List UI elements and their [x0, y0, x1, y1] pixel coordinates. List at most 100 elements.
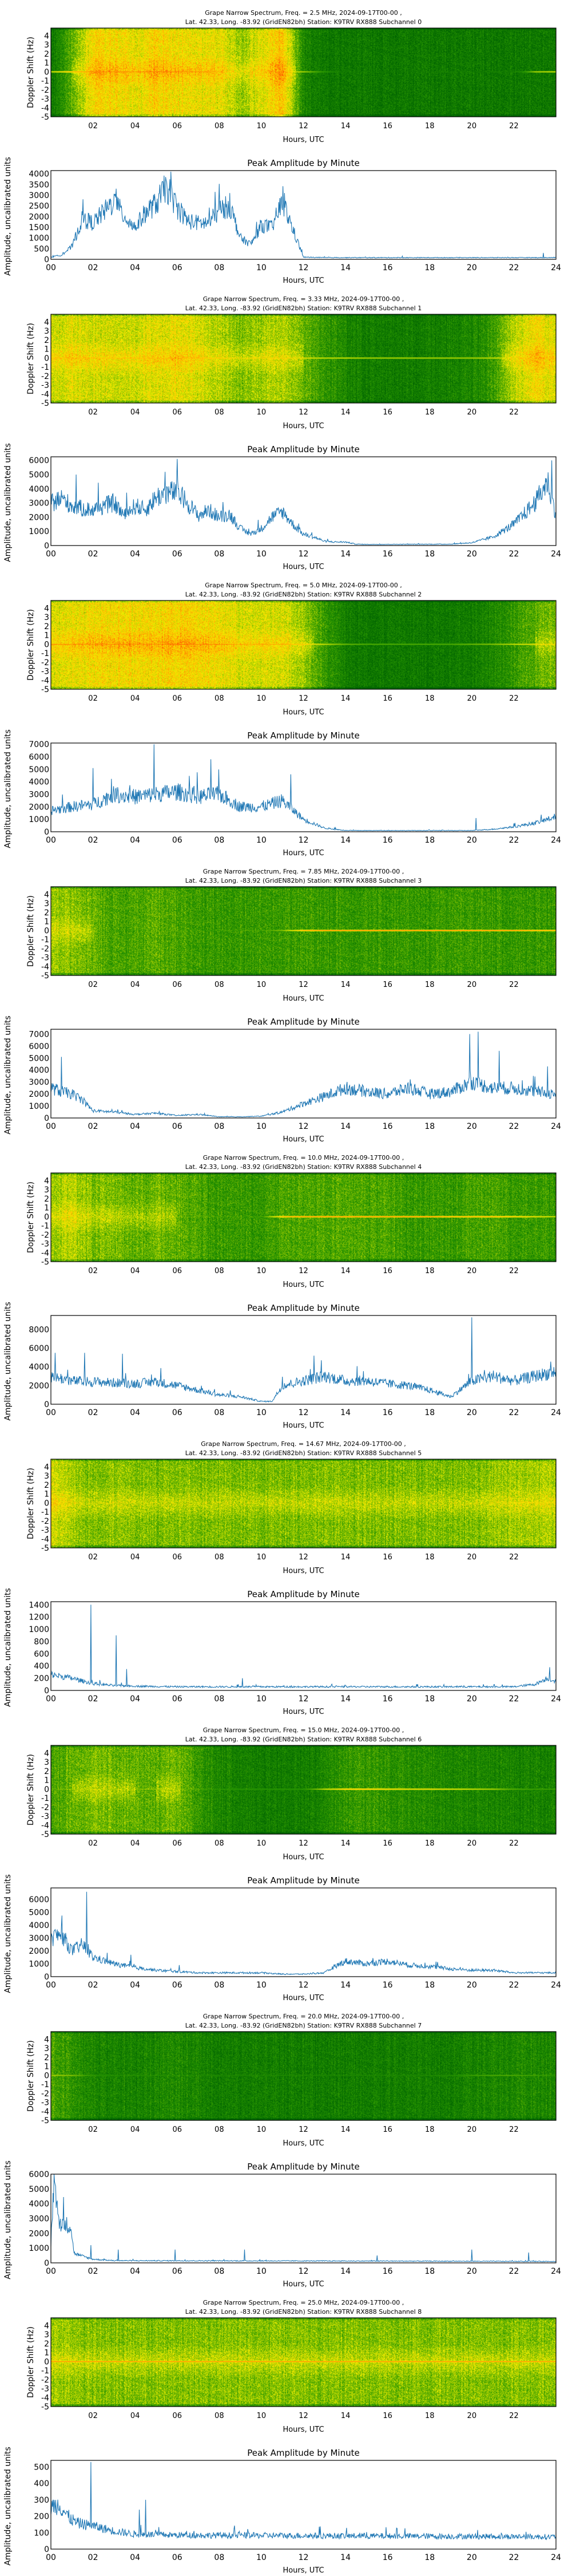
amplitude-xtick-label: 00: [46, 836, 56, 845]
spectrogram-ytick-label: -1: [41, 935, 49, 945]
spectrogram-xtick-label: 08: [214, 408, 224, 417]
amplitude-xtick-label: 02: [88, 1981, 98, 1990]
spectrogram-xtick-label: 12: [299, 2412, 308, 2420]
spectrogram-xtick-label: 20: [467, 694, 477, 703]
amplitude-xlabel: Hours, UTC: [283, 849, 324, 858]
channel-svg: Grape Narrow Spectrum, Freq. = 5.0 MHz, …: [3, 582, 561, 858]
spectrogram-xtick-label: 16: [383, 1267, 392, 1275]
spectrogram-ytick-label: 1: [44, 2063, 49, 2072]
amplitude-chart-title: Peak Amplitude by Minute: [247, 1589, 359, 1599]
amplitude-chart-title: Peak Amplitude by Minute: [247, 1303, 359, 1313]
spectrogram-ylabel: Doppler Shift (Hz): [26, 609, 35, 681]
spectrogram-xtick-label: 14: [341, 1267, 351, 1275]
spectrogram-xtick-label: 06: [172, 2125, 182, 2134]
amplitude-ytick-label: 4000: [29, 1921, 49, 1930]
spectrogram-heatmap: [51, 1745, 556, 1834]
spectrogram-xtick-label: 08: [214, 2412, 224, 2420]
amplitude-chart-title: Peak Amplitude by Minute: [247, 2448, 359, 2458]
spectrogram-title-line1: Grape Narrow Spectrum, Freq. = 25.0 MHz,…: [203, 2299, 404, 2306]
spectrogram-xlabel: Hours, UTC: [283, 2425, 324, 2434]
amplitude-xtick-label: 12: [299, 836, 309, 845]
amplitude-xtick-label: 16: [383, 1694, 393, 1704]
spectrogram-ytick-label: 0: [44, 1212, 49, 1222]
spectrogram-xlabel: Hours, UTC: [283, 422, 324, 430]
spectrogram-ytick-label: 2: [44, 50, 49, 59]
spectrogram-xtick-label: 14: [341, 694, 351, 703]
amplitude-xtick-label: 08: [214, 1694, 224, 1704]
spectrogram-xtick-label: 22: [509, 1553, 519, 1562]
spectrogram-xtick-label: 04: [130, 122, 140, 131]
amplitude-xtick-label: 16: [383, 550, 393, 559]
amplitude-ytick-label: 2000: [29, 513, 49, 522]
spectrogram-axes-frame: [50, 27, 557, 117]
amplitude-ytick-label: 1000: [29, 2244, 49, 2253]
amplitude-ytick-label: 200: [34, 2512, 49, 2522]
spectrogram-ytick-label: 2: [44, 908, 49, 918]
spectrogram-ytick-label: -4: [41, 2393, 49, 2403]
spectrogram-ytick-label: -5: [41, 1258, 49, 1267]
amplitude-xtick-label: 18: [424, 1981, 435, 1990]
amplitude-xtick-label: 10: [256, 1408, 267, 1417]
spectrogram-ylabel: Doppler Shift (Hz): [26, 1754, 35, 1826]
spectrogram-ytick-label: 4: [44, 318, 49, 327]
spectrogram-ytick-label: -4: [41, 1249, 49, 1258]
spectrogram-axes-frame: [50, 2031, 557, 2121]
amplitude-xtick-label: 18: [424, 2553, 435, 2562]
spectrogram-title-line2: Lat. 42.33, Long. -83.92 (GridEN82bh) St…: [185, 2022, 422, 2029]
spectrogram-title-line1: Grape Narrow Spectrum, Freq. = 5.0 MHz, …: [205, 582, 402, 589]
spectrogram-ytick-label: 3: [44, 2044, 49, 2053]
amplitude-ytick-label: 6000: [29, 456, 49, 465]
spectrogram-ytick-label: -4: [41, 962, 49, 971]
amplitude-ytick-label: 0: [44, 1400, 49, 1409]
spectrogram-ytick-label: 3: [44, 41, 49, 50]
spectrogram-axes-frame: [50, 1459, 557, 1548]
amplitude-ylabel: Amplitude, uncalibrated units: [3, 1016, 13, 1135]
channel-svg: Grape Narrow Spectrum, Freq. = 7.85 MHz,…: [3, 868, 561, 1144]
spectrogram-xtick-label: 12: [299, 1839, 308, 1848]
amplitude-ylabel: Amplitude, uncalibrated units: [3, 1302, 13, 1421]
amplitude-ytick-label: 4000: [29, 778, 49, 787]
spectrogram-xtick-label: 12: [299, 408, 308, 417]
spectrogram-ytick-label: -5: [41, 685, 49, 694]
amplitude-xtick-label: 20: [467, 263, 477, 272]
amplitude-xtick-label: 12: [299, 2553, 309, 2562]
amplitude-xtick-label: 18: [424, 1408, 435, 1417]
amplitude-xtick-label: 14: [340, 263, 351, 272]
spectrogram-ytick-label: 4: [44, 1749, 49, 1758]
spectrogram-ytick-label: 2: [44, 2340, 49, 2349]
spectrogram-ytick-label: -3: [41, 2385, 49, 2394]
spectrogram-ytick-label: 2: [44, 622, 49, 631]
spectrogram-xtick-label: 10: [257, 981, 267, 989]
amplitude-xtick-label: 14: [340, 836, 351, 845]
amplitude-chart-title: Peak Amplitude by Minute: [247, 1875, 359, 1886]
spectrogram-xtick-label: 18: [425, 1267, 435, 1275]
amplitude-xtick-label: 00: [46, 2553, 56, 2562]
amplitude-xlabel: Hours, UTC: [283, 2566, 324, 2575]
spectrogram-ytick-label: 3: [44, 1186, 49, 1195]
amplitude-xtick-label: 04: [130, 550, 140, 559]
spectrogram-ytick-label: -4: [41, 1535, 49, 1544]
amplitude-ytick-label: 7000: [29, 740, 49, 749]
channel-svg: Grape Narrow Spectrum, Freq. = 3.33 MHz,…: [3, 295, 561, 571]
spectrogram-ytick-label: 4: [44, 1463, 49, 1472]
spectrogram-ytick-label: -3: [41, 1240, 49, 1249]
amplitude-ytick-label: 8000: [29, 1325, 49, 1334]
spectrogram-ytick-label: -2: [41, 2376, 49, 2385]
amplitude-chart-title: Peak Amplitude by Minute: [247, 1017, 359, 1027]
amplitude-xtick-label: 20: [467, 1408, 477, 1417]
spectrogram-xtick-label: 06: [172, 1553, 182, 1562]
spectrogram-title-line2: Lat. 42.33, Long. -83.92 (GridEN82bh) St…: [185, 18, 422, 26]
amplitude-ytick-label: 0: [44, 1973, 49, 1982]
spectrogram-ytick-label: 0: [44, 354, 49, 363]
amplitude-ytick-label: 3000: [29, 1934, 49, 1943]
spectrogram-xtick-label: 22: [509, 2125, 519, 2134]
amplitude-series-line: [50, 1891, 557, 1976]
spectrogram-xtick-label: 04: [130, 1267, 140, 1275]
spectrogram-heatmap: [51, 887, 556, 975]
amplitude-xtick-label: 22: [509, 263, 519, 272]
spectrogram-heatmap: [51, 1173, 556, 1262]
amplitude-xtick-label: 14: [340, 2267, 351, 2276]
amplitude-xtick-label: 02: [88, 836, 98, 845]
spectrogram-xlabel: Hours, UTC: [283, 1853, 324, 1862]
spectrogram-xtick-label: 16: [383, 122, 392, 131]
